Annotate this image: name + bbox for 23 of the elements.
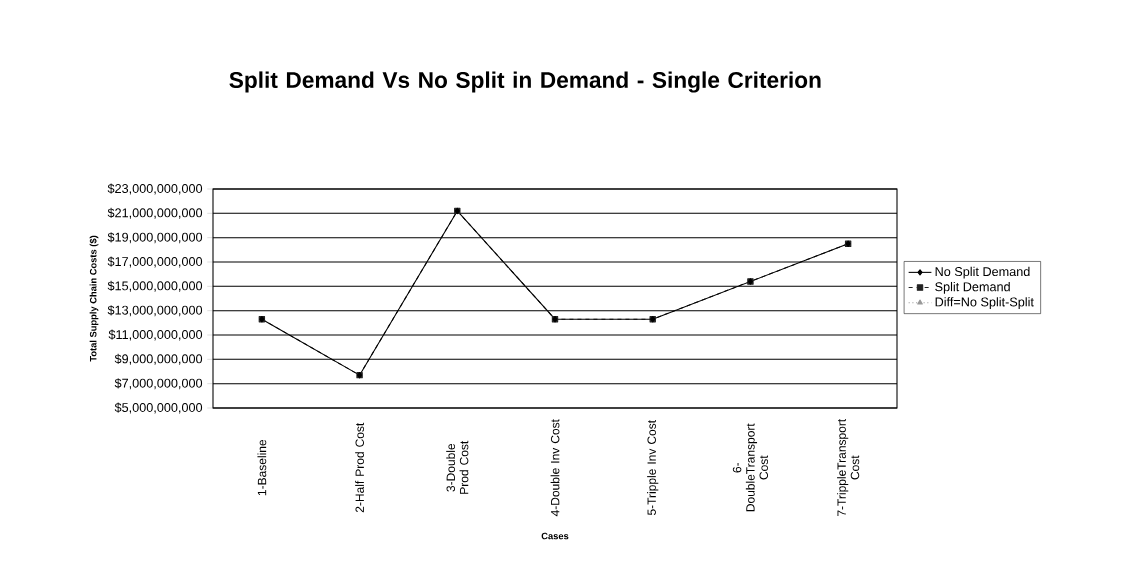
x-tick-label: 6-DoubleTransport Cost	[732, 423, 769, 512]
x-tick-label: 2-Half Prod Cost	[355, 422, 364, 513]
y-tick-label: $11,000,000,000	[108, 329, 203, 341]
x-tick-label: 4-Double Inv Cost	[550, 419, 560, 517]
legend-label: No Split Demand	[935, 266, 1030, 279]
y-tick-label: $19,000,000,000	[107, 232, 203, 244]
chart-title: Split Demand Vs No Split in Demand - Single Criterion	[229, 71, 821, 93]
y-tick-label: $23,000,000,000	[107, 183, 203, 195]
legend-label: Diff=No Split-Split	[935, 297, 1034, 309]
y-axis-title: Total Supply Chain Costs ($)	[89, 235, 99, 362]
y-tick-label: $13,000,000,000	[107, 305, 203, 317]
y-tick-label: $9,000,000,000	[114, 353, 203, 365]
y-tick-label: $15,000,000,000	[107, 280, 203, 292]
y-tick-label: $7,000,000,000	[114, 378, 203, 390]
y-tick-label: $5,000,000,000	[114, 402, 203, 414]
y-tick-label: $17,000,000,000	[107, 256, 203, 268]
legend-label: Split Demand	[935, 281, 1010, 294]
x-tick-label: 3-Double Prod Cost	[446, 440, 469, 494]
x-tick-label: 5-Tripple Inv Cost	[647, 420, 659, 516]
x-tick-label: 1-Baseline	[257, 439, 267, 496]
x-axis-title: Cases	[541, 532, 569, 540]
y-tick-label: $21,000,000,000	[107, 207, 203, 219]
x-tick-label: 7-TrippleTransport Cost	[837, 418, 860, 517]
